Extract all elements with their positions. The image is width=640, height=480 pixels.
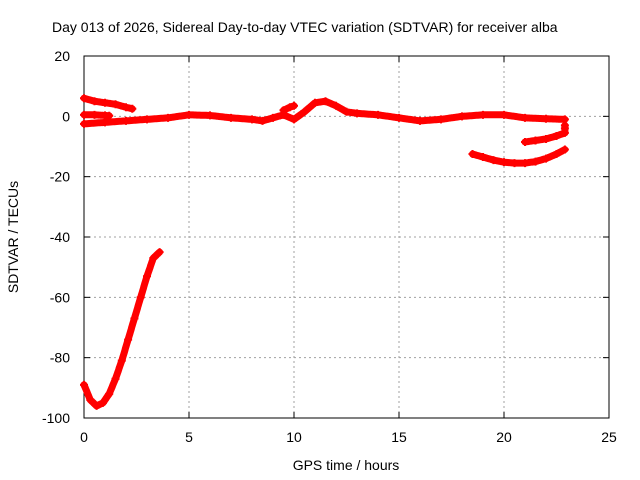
- data-point: [136, 293, 145, 302]
- data-point: [285, 103, 294, 112]
- x-tick-label: 5: [185, 429, 193, 445]
- x-axis-label: GPS time / hours: [293, 457, 400, 473]
- data-series: [521, 121, 569, 146]
- data-point: [155, 248, 164, 257]
- series-line: [469, 146, 569, 167]
- data-point: [122, 116, 130, 125]
- data-point: [80, 110, 88, 119]
- data-point: [552, 131, 561, 140]
- data-point: [227, 113, 235, 122]
- data-point: [416, 116, 424, 125]
- data-point: [279, 106, 288, 115]
- y-tick-label: -20: [50, 169, 70, 185]
- y-tick-label: 0: [62, 108, 70, 124]
- data-point: [185, 110, 193, 119]
- data-point: [542, 134, 550, 143]
- data-layer: [80, 94, 569, 410]
- data-point: [374, 110, 382, 119]
- x-tick-label: 0: [80, 429, 88, 445]
- data-point: [101, 118, 109, 127]
- data-point: [143, 272, 151, 281]
- data-point: [101, 98, 109, 107]
- data-point: [248, 115, 256, 124]
- data-point: [80, 380, 88, 389]
- data-point: [552, 150, 561, 159]
- x-tick-label: 10: [286, 429, 302, 445]
- data-point: [149, 254, 158, 263]
- data-point: [500, 158, 508, 167]
- data-point: [479, 153, 487, 162]
- y-tick-label: -80: [50, 350, 70, 366]
- data-point: [489, 156, 498, 165]
- tick-layer: 0 5 10 15 20 25 -100 -80 -60 -40 -20 0 20: [42, 48, 617, 445]
- data-point: [395, 113, 403, 122]
- data-point: [342, 107, 351, 116]
- data-point: [500, 110, 508, 119]
- data-point: [143, 115, 151, 124]
- data-point: [206, 111, 214, 120]
- data-point: [122, 103, 130, 112]
- data-point: [542, 154, 550, 163]
- data-point: [105, 111, 114, 120]
- y-tick-label: -40: [50, 229, 70, 245]
- data-point: [521, 137, 529, 146]
- data-point: [560, 145, 569, 154]
- data-point: [458, 112, 466, 121]
- data-point: [560, 121, 569, 130]
- data-point: [311, 98, 319, 107]
- data-point: [105, 389, 114, 398]
- data-point: [290, 101, 298, 110]
- data-point: [332, 101, 340, 110]
- data-point: [111, 100, 120, 109]
- data-point: [92, 401, 101, 410]
- data-point: [300, 107, 309, 116]
- data-series: [80, 94, 137, 113]
- data-point: [468, 150, 477, 159]
- data-point: [111, 374, 120, 383]
- data-series: [80, 248, 164, 410]
- y-tick-label: -60: [50, 289, 70, 305]
- data-point: [90, 97, 99, 106]
- data-series: [468, 145, 569, 168]
- data-point: [80, 94, 88, 103]
- data-point: [164, 113, 172, 122]
- data-point: [521, 159, 529, 168]
- y-axis-label: SDTVAR / TECUs: [5, 181, 21, 293]
- data-point: [86, 395, 95, 404]
- data-point: [531, 136, 540, 145]
- y-tick-label: -100: [42, 410, 70, 426]
- data-point: [98, 398, 107, 407]
- x-tick-label: 15: [391, 429, 407, 445]
- data-point: [269, 113, 277, 122]
- data-point: [258, 116, 267, 125]
- data-series: [80, 110, 114, 120]
- data-point: [321, 97, 330, 106]
- data-point: [542, 114, 550, 123]
- series-line: [80, 248, 164, 410]
- y-tick-label: 20: [54, 48, 70, 64]
- data-point: [80, 119, 88, 128]
- data-point: [290, 115, 298, 124]
- data-point: [117, 356, 126, 365]
- series-line: [80, 97, 569, 128]
- data-point: [130, 314, 139, 323]
- x-tick-label: 25: [601, 429, 617, 445]
- data-series: [80, 97, 569, 128]
- data-point: [90, 110, 99, 119]
- data-point: [521, 113, 529, 122]
- data-point: [531, 157, 540, 166]
- data-point: [128, 104, 137, 113]
- data-point: [353, 109, 361, 118]
- data-series: [279, 101, 298, 115]
- x-tick-label: 20: [496, 429, 512, 445]
- data-point: [124, 335, 133, 344]
- data-point: [510, 159, 519, 168]
- data-point: [437, 115, 445, 124]
- chart-title: Day 013 of 2026, Sidereal Day-to-day VTE…: [52, 19, 558, 35]
- data-point: [479, 110, 487, 119]
